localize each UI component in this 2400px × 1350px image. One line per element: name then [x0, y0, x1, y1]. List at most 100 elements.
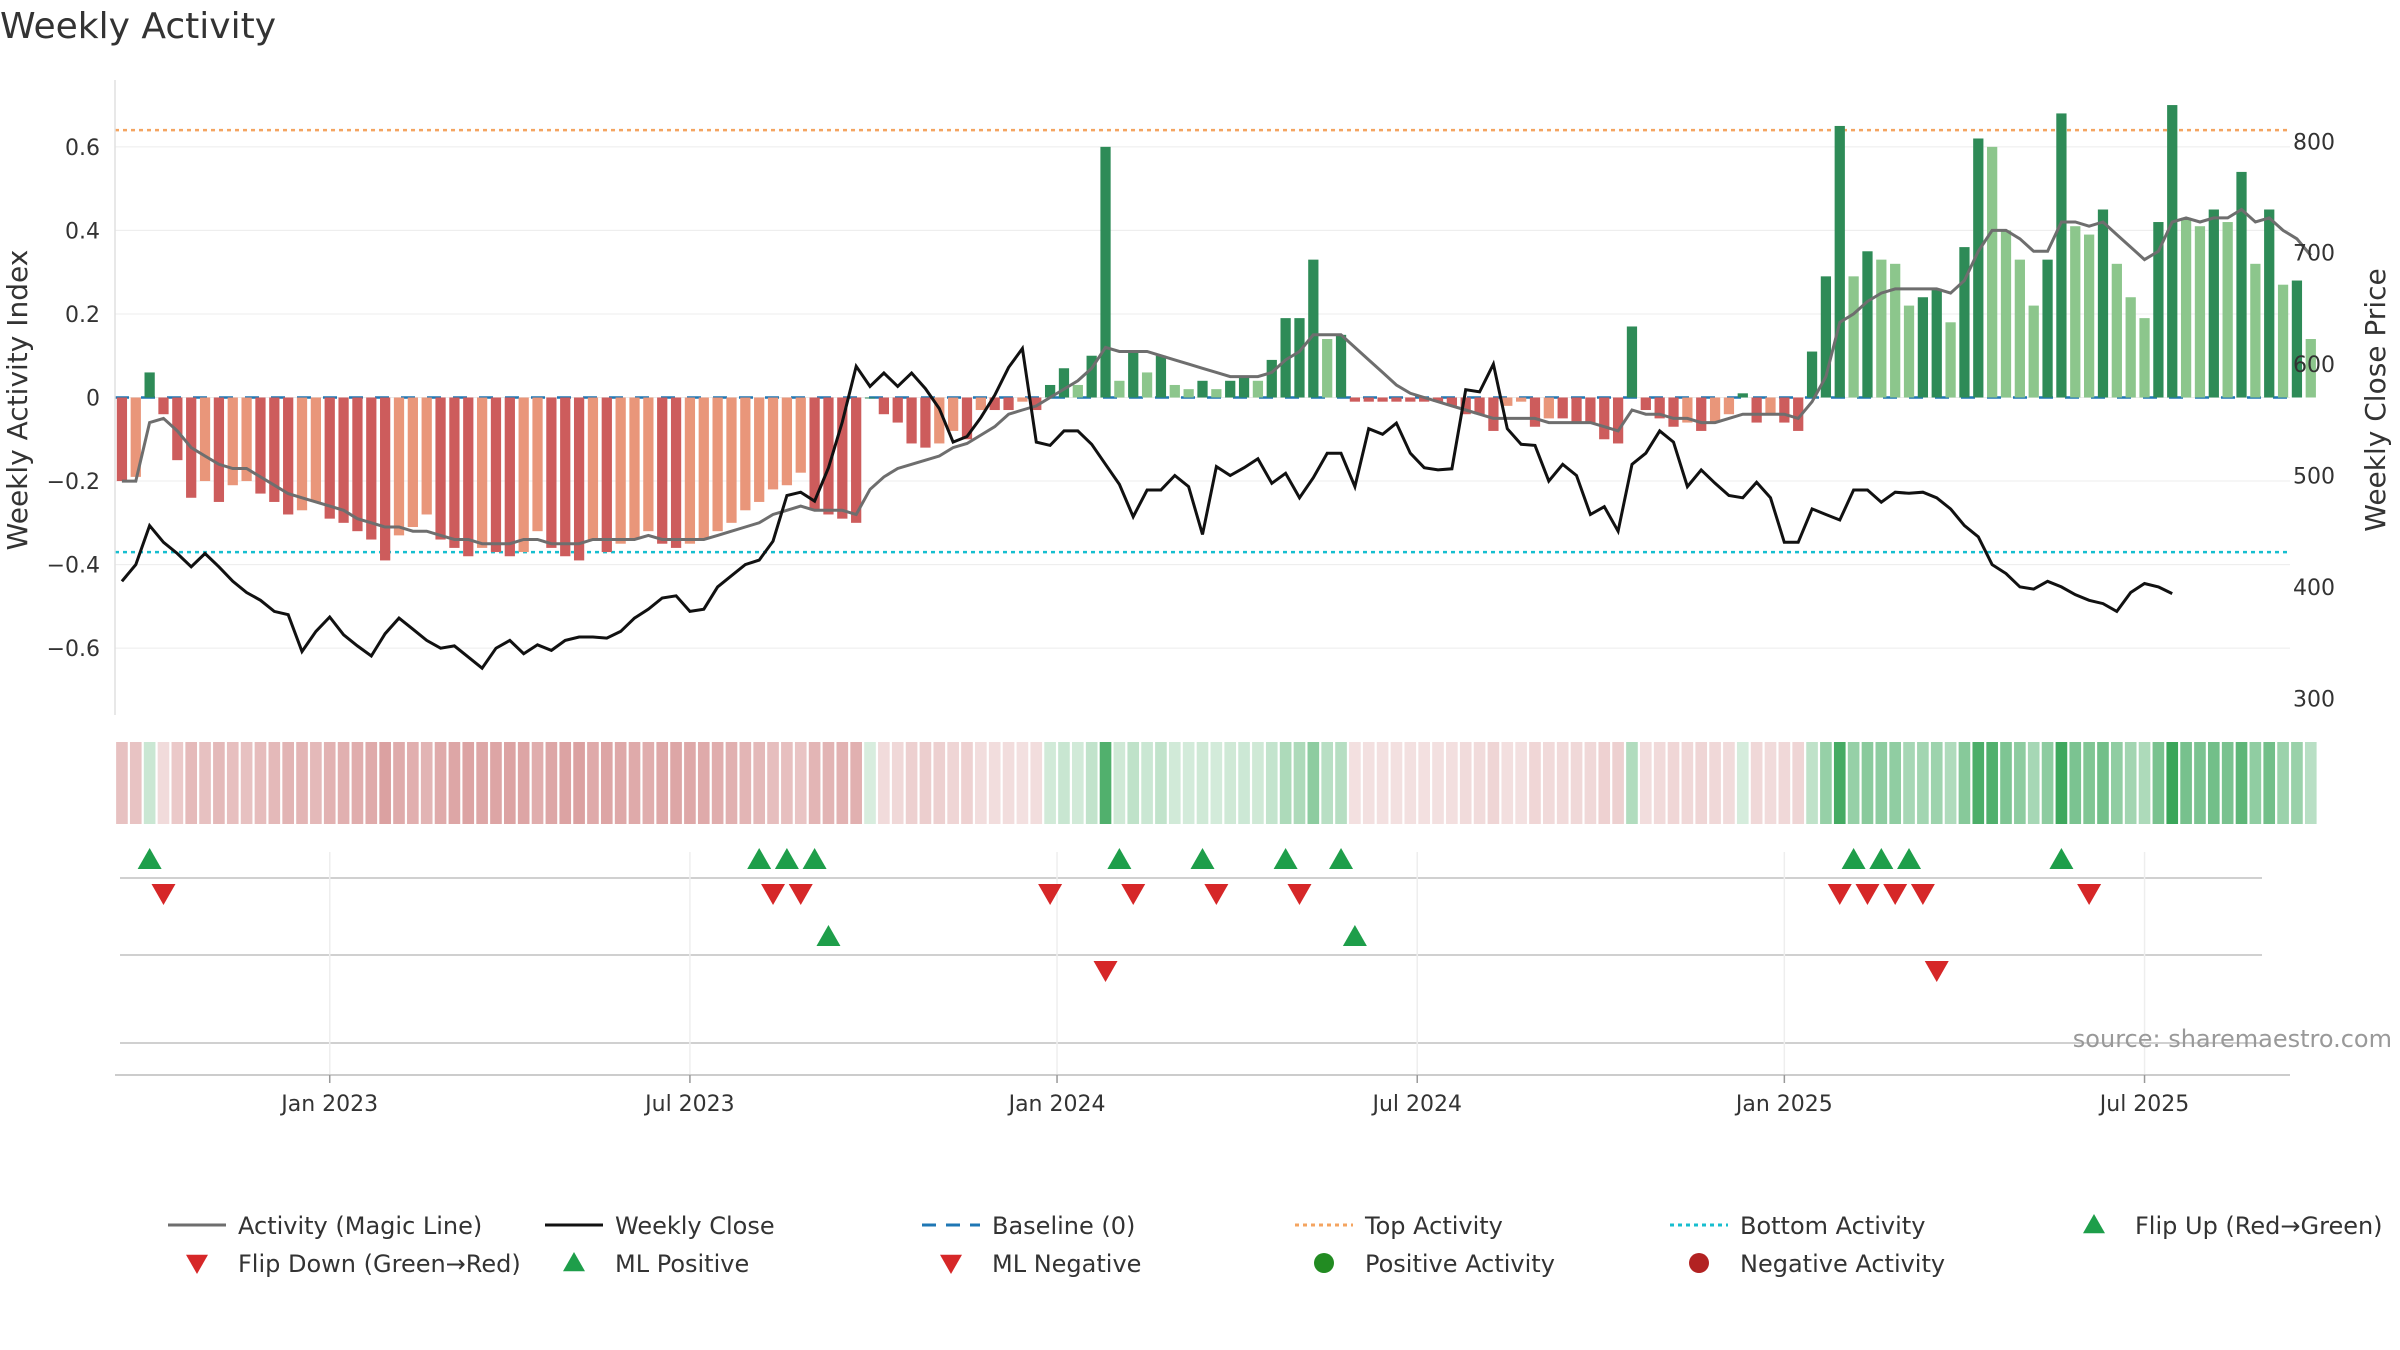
activity-bar: [1405, 397, 1416, 402]
activity-bar: [158, 397, 169, 415]
activity-bar: [283, 397, 294, 515]
heat-cell: [1861, 742, 1874, 824]
heat-cell: [545, 742, 558, 824]
y-left-tick-label: −0.2: [47, 470, 100, 495]
legend-item: Activity (Magic Line): [168, 1212, 482, 1240]
ml-positive-marker: [816, 925, 841, 946]
heat-cell: [1612, 742, 1624, 824]
activity-bar: [975, 397, 986, 411]
activity-bar: [1100, 146, 1111, 398]
series-lines: [120, 207, 2312, 671]
activity-bar: [504, 397, 515, 557]
heat-cell: [1944, 742, 1957, 824]
activity-bar: [1917, 297, 1929, 398]
heat-cell: [2027, 742, 2040, 824]
activity-bar: [1654, 397, 1665, 419]
heat-cell: [1695, 742, 1708, 824]
activity-bar: [934, 397, 945, 444]
x-tick-label: Jan 2024: [1007, 1092, 1106, 1117]
heat-cell: [296, 742, 308, 824]
activity-bar: [1737, 393, 1748, 398]
heat-cell: [2055, 742, 2068, 824]
heat-cell: [2221, 742, 2234, 824]
activity-bar: [1848, 276, 1859, 398]
legend-label: ML Negative: [992, 1250, 1141, 1278]
chart-title: Weekly Activity: [0, 6, 276, 47]
heat-cell: [1626, 742, 1638, 824]
heat-cell: [559, 742, 572, 824]
activity-bar: [1058, 368, 1070, 398]
activity-bar: [961, 397, 973, 440]
x-tick-label: Jan 2025: [1734, 1092, 1833, 1117]
heat-cell: [670, 742, 682, 824]
activity-bar: [1557, 397, 1568, 419]
heat-cell: [808, 742, 821, 824]
activity-bar: [1349, 397, 1361, 402]
heat-cell: [628, 742, 641, 824]
activity-bar: [1709, 397, 1721, 423]
heat-cell: [379, 742, 391, 824]
activity-bar: [338, 397, 349, 523]
flip-down-marker: [151, 884, 176, 905]
heat-cell: [282, 742, 294, 824]
heat-cell: [2249, 742, 2262, 824]
activity-bar: [116, 397, 128, 482]
activity-bar: [2180, 217, 2192, 398]
activity-bar: [296, 397, 308, 511]
activity-bar: [1363, 397, 1374, 402]
y-left-tick-label: 0.4: [65, 219, 100, 244]
heat-cell: [1155, 742, 1167, 824]
legend-item: ML Negative: [940, 1250, 1141, 1278]
flip-up-marker: [1273, 848, 1298, 869]
weekly-close-line: [120, 344, 2173, 671]
heat-cell: [517, 742, 530, 824]
heat-cell: [407, 742, 419, 824]
activity-bar: [1529, 397, 1541, 427]
flip-up-marker: [802, 848, 827, 869]
heat-cell: [684, 742, 696, 824]
heat-cell: [1917, 742, 1929, 824]
heat-cell: [697, 742, 710, 824]
heat-cell: [2138, 742, 2151, 824]
flip-up-marker: [1107, 848, 1132, 869]
activity-bar: [1793, 397, 1804, 431]
activity-bar: [1820, 276, 1832, 398]
ml-positive-marker: [1342, 925, 1367, 946]
activity-bar: [1335, 334, 1347, 398]
heat-cell: [2180, 742, 2192, 824]
y-left-tick-label: 0.2: [65, 303, 100, 328]
heat-cell: [864, 742, 876, 824]
activity-bar: [601, 397, 612, 553]
heat-cell: [129, 742, 142, 824]
heat-cell: [2207, 742, 2220, 824]
legend-item: ML Positive: [563, 1250, 749, 1278]
activity-bar: [948, 397, 959, 431]
heat-cell: [365, 742, 378, 824]
activity-bar: [2222, 222, 2233, 398]
activity-bar: [1377, 397, 1388, 402]
heat-cell: [1279, 742, 1292, 824]
legend-swatch: [1314, 1253, 1334, 1273]
activity-bar: [1017, 397, 1028, 402]
activity-bar: [1682, 397, 1693, 423]
legend-label: Activity (Magic Line): [238, 1212, 482, 1240]
heat-cell: [1986, 742, 1998, 824]
activity-bar: [1862, 251, 1873, 398]
activity-bar: [2125, 297, 2136, 398]
ml-negative-marker: [1093, 961, 1118, 982]
x-axis: Jan 2023 Jul 2023 Jan 2024 Jul 2024 Jan 2025…: [115, 1074, 2290, 1117]
heat-cell: [268, 742, 281, 824]
flip-down-marker: [1287, 884, 1312, 905]
heat-cell: [1072, 742, 1084, 824]
heat-cell: [157, 742, 170, 824]
heat-cell: [1653, 742, 1666, 824]
heat-cell: [1002, 742, 1015, 824]
activity-bar: [269, 397, 280, 502]
heat-cell: [1833, 742, 1846, 824]
heat-cell: [143, 742, 156, 824]
activity-bar: [449, 397, 460, 548]
activity-bar: [213, 397, 225, 502]
activity-bar: [2139, 318, 2150, 398]
activity-bar: [2070, 226, 2081, 398]
legend: Activity (Magic Line) Weekly Close Baselin…: [168, 1212, 2383, 1278]
